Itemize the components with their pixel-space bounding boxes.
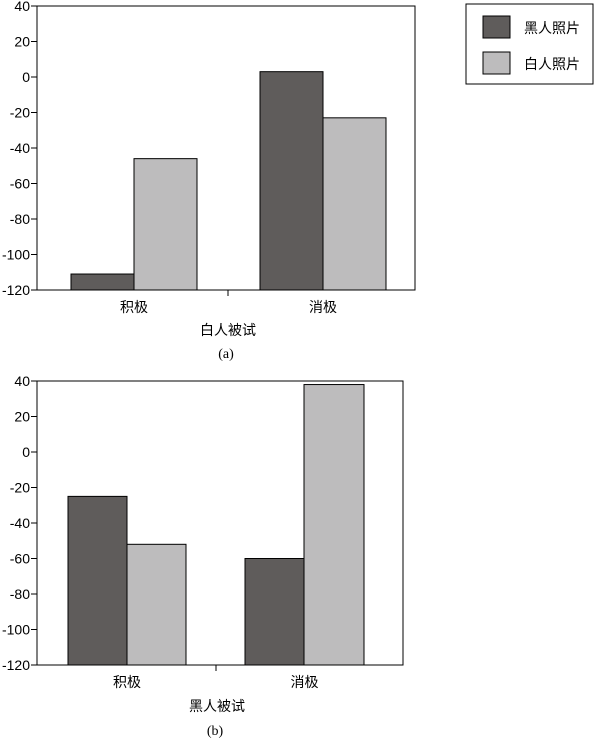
- chart-b-y-tick-label: -80: [10, 586, 30, 602]
- chart-a: 40 20 0 -20 -40 -60 -80 -100 -120 积极 消极 白人被试 (a): [2, 0, 416, 362]
- legend-swatch-white-photo: [482, 51, 511, 75]
- chart-b-y-tick-label: -100: [2, 622, 30, 638]
- chart-a-bar-black-photo-positive: [70, 273, 135, 291]
- chart-a-y-tick-label: -60: [10, 176, 30, 192]
- legend-label-black-photo: 黑人照片: [524, 21, 580, 37]
- chart-a-bar-black-photo-negative: [259, 71, 324, 291]
- chart-b-bars: [67, 384, 365, 666]
- chart-a-x-axis-label: 白人被试: [200, 323, 256, 339]
- chart-a-y-tick-label: 0: [22, 69, 30, 85]
- chart-a-y-tick-label: 40: [14, 0, 30, 14]
- chart-a-y-tick-label: -80: [10, 211, 30, 227]
- legend: 黑人照片 白人照片: [465, 3, 594, 85]
- chart-b-y-tick-label: -40: [10, 515, 30, 531]
- legend-label-white-photo: 白人照片: [524, 57, 580, 73]
- chart-b-y-tick-label: 0: [22, 444, 30, 460]
- chart-a-y-tick-label: -100: [2, 247, 30, 263]
- chart-a-y-tick-label: -40: [10, 140, 30, 156]
- chart-b-x-axis: 积极 消极: [113, 665, 319, 691]
- chart-a-y-axis: 40 20 0 -20 -40 -60 -80 -100 -120: [2, 0, 37, 298]
- chart-a-y-tick-label: -120: [2, 282, 30, 298]
- chart-a-y-tick-label: 20: [14, 34, 30, 50]
- chart-b-category-label: 积极: [113, 675, 141, 691]
- chart-b-y-tick-label: 20: [14, 409, 30, 425]
- chart-b-bar-white-photo-negative: [303, 384, 365, 666]
- chart-b-bar-black-photo-positive: [67, 495, 128, 666]
- chart-a-bars: [70, 71, 387, 291]
- chart-b-x-axis-label: 黑人被试: [189, 699, 245, 715]
- legend-swatch-black-photo: [482, 15, 511, 39]
- chart-a-category-label: 积极: [120, 300, 148, 316]
- chart-b-bar-white-photo-positive: [126, 543, 187, 666]
- chart-b-bar-black-photo-negative: [244, 558, 305, 666]
- chart-a-x-axis: 积极 消极: [120, 290, 337, 316]
- chart-a-y-tick-label: -20: [10, 105, 30, 121]
- chart-b-y-tick-label: -20: [10, 480, 30, 496]
- chart-b: 40 20 0 -20 -40 -60 -80 -100 -120 积极 消极 黑人被试 (b): [2, 373, 404, 739]
- chart-b-y-axis: 40 20 0 -20 -40 -60 -80 -100 -120: [2, 373, 37, 673]
- chart-b-y-tick-label: -60: [10, 551, 30, 567]
- chart-b-y-tick-label: 40: [14, 373, 30, 389]
- chart-a-bar-white-photo-negative: [322, 117, 387, 291]
- chart-b-y-tick-label: -120: [2, 657, 30, 673]
- chart-a-category-label: 消极: [309, 300, 337, 316]
- chart-b-subplot-label: (b): [207, 724, 224, 739]
- chart-a-subplot-label: (a): [218, 347, 234, 362]
- chart-a-bar-white-photo-positive: [133, 158, 198, 291]
- chart-b-category-label: 消极: [291, 675, 319, 691]
